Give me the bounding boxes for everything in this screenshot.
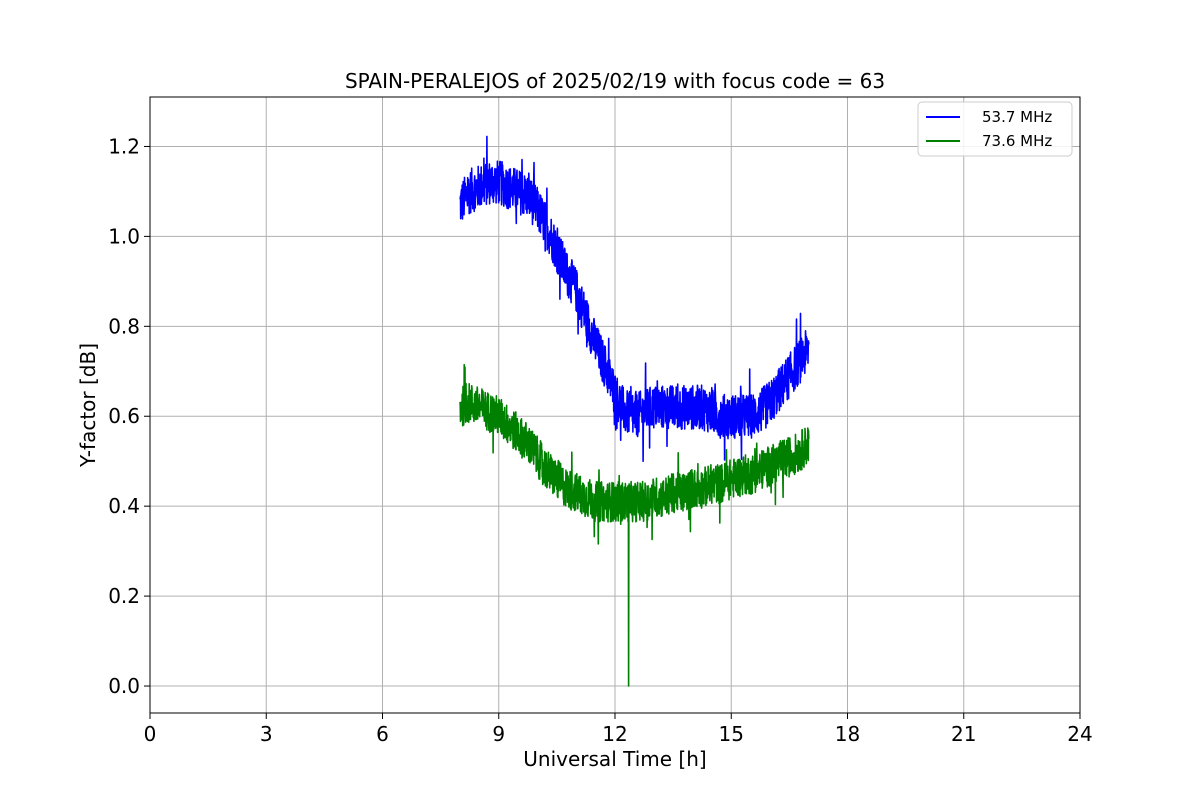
y-tick-label: 0.2 — [108, 584, 140, 608]
y-axis-title: Y-factor [dB] — [76, 343, 100, 468]
x-tick-label: 12 — [602, 722, 627, 746]
y-tick-label: 0.4 — [108, 494, 140, 518]
x-tick-label: 0 — [144, 722, 157, 746]
y-tick-label: 1.2 — [108, 134, 140, 158]
legend: 53.7 MHz 73.6 MHz — [917, 101, 1073, 157]
x-tick-label: 18 — [835, 722, 860, 746]
y-tick-label: 1.0 — [108, 224, 140, 248]
ticks: 0 3 6 9 12 15 18 21 24 0.0 0.2 0.4 0.6 0.8 1.0 1.2 — [108, 134, 1093, 746]
legend-box — [917, 101, 1073, 157]
x-tick-label: 9 — [492, 722, 505, 746]
y-tick-label: 0.8 — [108, 314, 140, 338]
series-line-53-7-mhz — [459, 135, 810, 463]
legend-label-53-7-mhz: 53.7 MHz — [982, 108, 1052, 126]
chart-title: SPAIN-PERALEJOS of 2025/02/19 with focus… — [345, 69, 885, 93]
series-layer — [459, 135, 810, 687]
x-tick-label: 21 — [951, 722, 976, 746]
x-tick-label: 24 — [1067, 722, 1092, 746]
y-tick-label: 0.0 — [108, 674, 140, 698]
y-tick-label: 0.6 — [108, 404, 140, 428]
x-tick-label: 3 — [260, 722, 273, 746]
series-line-73-6-mhz — [459, 363, 810, 687]
legend-label-73-6-mhz: 73.6 MHz — [982, 132, 1052, 150]
x-axis-title: Universal Time [h] — [523, 747, 706, 771]
x-tick-label: 6 — [376, 722, 389, 746]
x-tick-label: 15 — [719, 722, 744, 746]
